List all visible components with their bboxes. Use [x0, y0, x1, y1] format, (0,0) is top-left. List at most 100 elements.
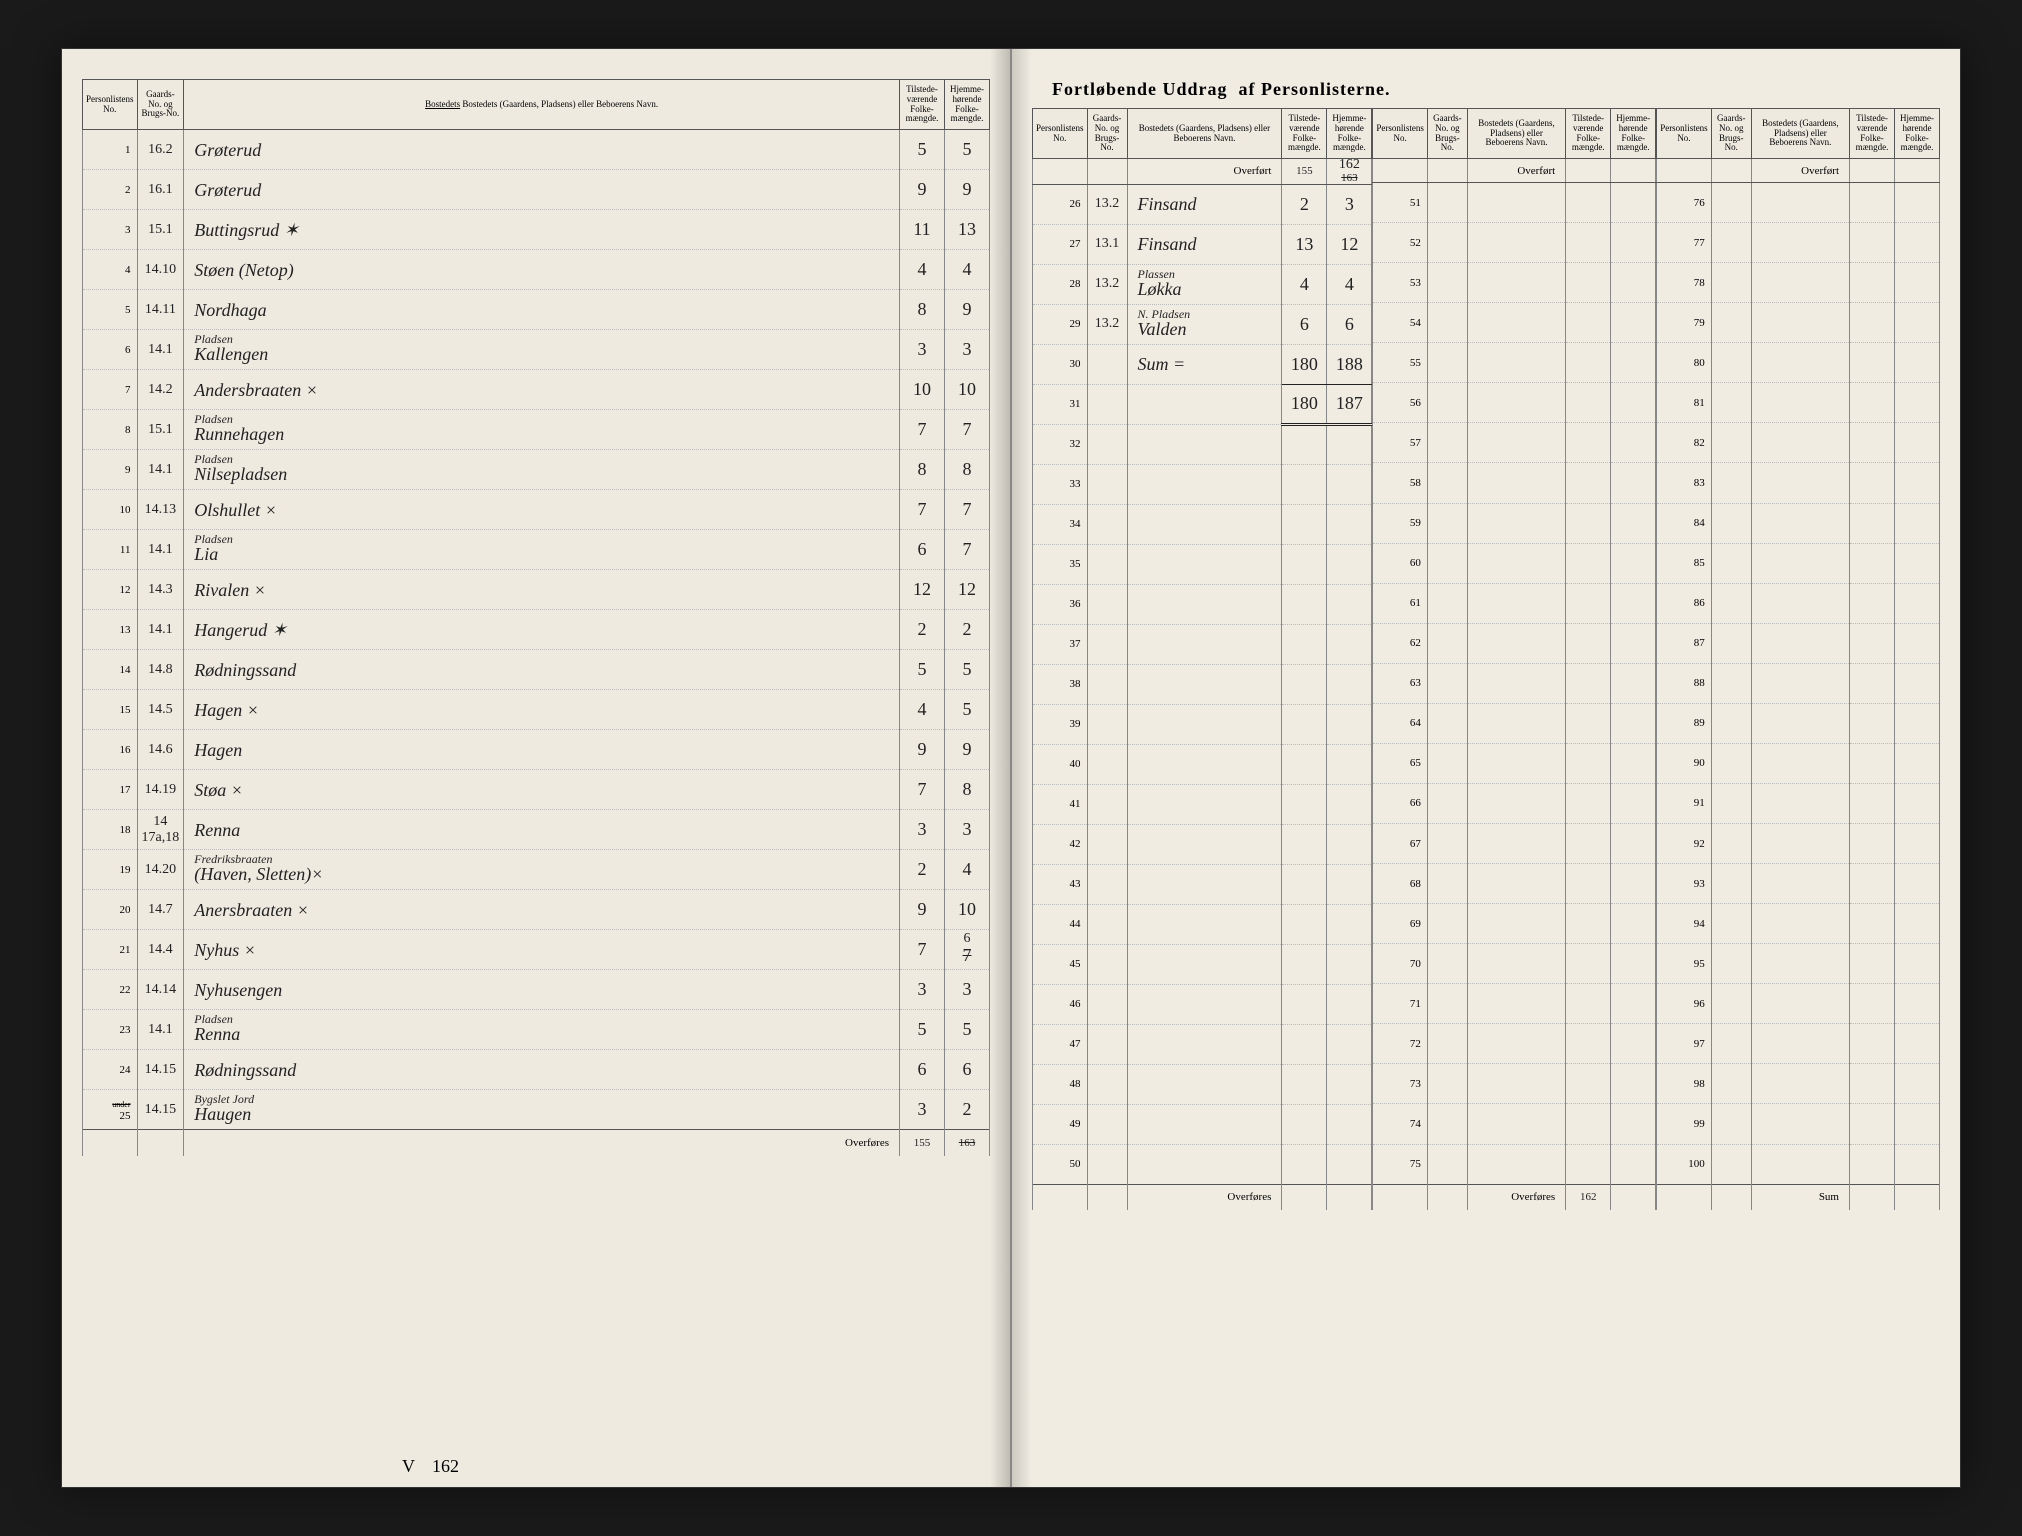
table-row: 42 [1033, 824, 1372, 864]
table-row: 2913.2N. PladsenValden66 [1033, 304, 1372, 344]
table-row: 76 [1657, 183, 1940, 223]
table-row: 83 [1657, 463, 1940, 503]
table-row: 40 [1033, 744, 1372, 784]
table-row: 53 [1373, 263, 1656, 303]
table-row: 65 [1373, 743, 1656, 783]
table-row: 94 [1657, 904, 1940, 944]
table-row: 1814 17a,18Renna33 [83, 810, 990, 850]
table-row: 87 [1657, 623, 1940, 663]
table-row: 2713.1Finsand1312 [1033, 224, 1372, 264]
table-row: 1914.20Fredriksbraaten(Haven, Sletten)×2… [83, 850, 990, 890]
table-row: 63 [1373, 663, 1656, 703]
left-page: Personlistens No. Gaards-No. og Brugs-No… [62, 49, 1012, 1487]
table-row: 35 [1033, 544, 1372, 584]
table-row: 41 [1033, 784, 1372, 824]
table-row: 95 [1657, 944, 1940, 984]
table-row: 89 [1657, 703, 1940, 743]
table-row: 1614.6Hagen99 [83, 730, 990, 770]
table-row: 2214.14Nyhusengen33 [83, 970, 990, 1010]
table-row: 75 [1373, 1144, 1656, 1184]
table-row: 714.2Andersbraaten ×1010 [83, 370, 990, 410]
table-row: 74 [1373, 1104, 1656, 1144]
table-row: 69 [1373, 904, 1656, 944]
table-row: 32 [1033, 424, 1372, 464]
table-row: 216.1Grøterud99 [83, 170, 990, 210]
table-row: 99 [1657, 1104, 1940, 1144]
table-row: 2613.2Finsand23 [1033, 184, 1372, 224]
table-row: 54 [1373, 303, 1656, 343]
table-row: 86 [1657, 583, 1940, 623]
table-row: 93 [1657, 864, 1940, 904]
table-row: 1114.1PladsenLia67 [83, 530, 990, 570]
table-row: 34 [1033, 504, 1372, 544]
table-row: 36 [1033, 584, 1372, 624]
table-row: 37 [1033, 624, 1372, 664]
table-row: 2114.4Nyhus ×767 [83, 930, 990, 970]
header-tilstede: Tilstede-værende Folke-mængde. [900, 80, 945, 130]
table-row: 78 [1657, 263, 1940, 303]
ledger-book: Personlistens No. Gaards-No. og Brugs-No… [61, 48, 1961, 1488]
table-row: 57 [1373, 423, 1656, 463]
table-row: 514.11Nordhaga89 [83, 290, 990, 330]
right-page: Fortløbende Uddrag af Personlisterne. Pe… [1012, 49, 1960, 1487]
table-row: 116.2Grøterud55 [83, 130, 990, 170]
table-row: 31180187 [1033, 384, 1372, 424]
table-row: 97 [1657, 1024, 1940, 1064]
table-row: 50 [1033, 1144, 1372, 1184]
table-row: 49 [1033, 1104, 1372, 1144]
table-row: 73 [1373, 1064, 1656, 1104]
table-row: 47 [1033, 1024, 1372, 1064]
left-table: Personlistens No. Gaards-No. og Brugs-No… [82, 79, 990, 1156]
overfores-row: Overføres 155 163 [83, 1130, 990, 1156]
table-row: 98 [1657, 1064, 1940, 1104]
table-row: 30Sum =180188 [1033, 344, 1372, 384]
table-row: 1714.19Støa ×78 [83, 770, 990, 810]
table-row: 81 [1657, 383, 1940, 423]
table-row: 815.1PladsenRunnehagen77 [83, 410, 990, 450]
header-hjemme: Hjemme-hørende Folke-mængde. [945, 80, 990, 130]
table-row: 60 [1373, 543, 1656, 583]
table-row: 1014.13Olshullet ×77 [83, 490, 990, 530]
table-row: 33 [1033, 464, 1372, 504]
right-table-c: Personlistens No. Gaards-No. og Brugs-No… [1656, 108, 1940, 1210]
table-row: 48 [1033, 1064, 1372, 1104]
table-row: 96 [1657, 984, 1940, 1024]
table-row: 58 [1373, 463, 1656, 503]
table-row: 614.1PladsenKallengen33 [83, 330, 990, 370]
table-row: 66 [1373, 783, 1656, 823]
table-row: 315.1Buttingsrud ✶1113 [83, 210, 990, 250]
table-row: 92 [1657, 824, 1940, 864]
table-row: 79 [1657, 303, 1940, 343]
page-title: Fortløbende Uddrag af Personlisterne. [1032, 79, 1940, 100]
header-gaards-no: Gaards-No. og Brugs-No. [137, 80, 184, 130]
table-row: 70 [1373, 944, 1656, 984]
table-row: 90 [1657, 743, 1940, 783]
table-row: 2014.7Anersbraaten ×910 [83, 890, 990, 930]
table-row: 100 [1657, 1144, 1940, 1184]
table-row: 2314.1PladsenRenna55 [83, 1010, 990, 1050]
table-row: 62 [1373, 623, 1656, 663]
table-row: 56 [1373, 383, 1656, 423]
table-row: 38 [1033, 664, 1372, 704]
table-row: 914.1PladsenNilsepladsen88 [83, 450, 990, 490]
header-bosted: Bostedets Bostedets (Gaardens, Pladsens)… [184, 80, 900, 130]
header-person-no: Personlistens No. [83, 80, 138, 130]
table-row: 67 [1373, 824, 1656, 864]
table-row: 45 [1033, 944, 1372, 984]
table-row: 80 [1657, 343, 1940, 383]
table-row: 1514.5Hagen ×45 [83, 690, 990, 730]
table-row: 84 [1657, 503, 1940, 543]
table-row: 85 [1657, 543, 1940, 583]
table-row: 64 [1373, 703, 1656, 743]
table-row: 1314.1Hangerud ✶22 [83, 610, 990, 650]
table-row: 72 [1373, 1024, 1656, 1064]
table-row: 44 [1033, 904, 1372, 944]
table-row: under2514.15Bygslet JordHaugen32 [83, 1090, 990, 1130]
table-row: 46 [1033, 984, 1372, 1024]
footer-note-162: 162 [432, 1456, 459, 1477]
table-row: 43 [1033, 864, 1372, 904]
table-row: 52 [1373, 223, 1656, 263]
footer-note-v: V [402, 1456, 415, 1477]
table-row: 59 [1373, 503, 1656, 543]
table-row: 1214.3Rivalen ×1212 [83, 570, 990, 610]
